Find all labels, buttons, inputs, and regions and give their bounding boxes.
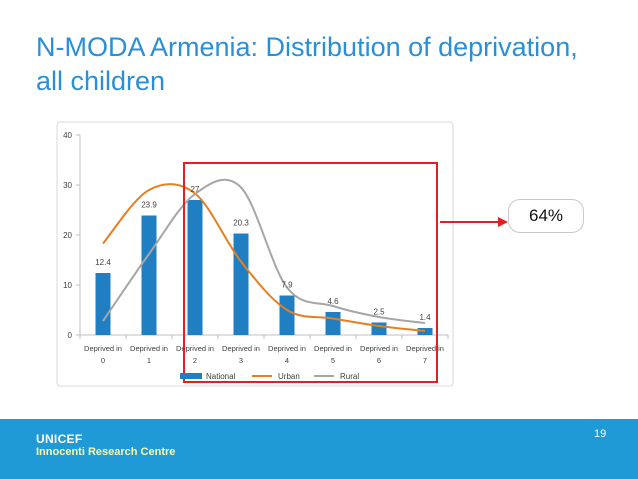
legend: National Urban Rural [180, 372, 359, 381]
data-label: 20.3 [233, 219, 249, 228]
x-tick-label: Deprived in [222, 344, 260, 353]
bar-national [141, 215, 157, 335]
bar-national [279, 295, 295, 335]
bar-national [325, 312, 341, 335]
y-tick-label: 40 [63, 131, 72, 140]
y-tick-label: 10 [63, 281, 72, 290]
bar-national [187, 200, 203, 335]
bar-national [95, 273, 111, 335]
data-label: 2.5 [373, 308, 385, 317]
bar-national [233, 233, 249, 335]
data-label: 7.9 [281, 281, 293, 290]
y-tick-label: 20 [63, 231, 72, 240]
x-tick-label: Deprived in [360, 344, 398, 353]
bar-national [417, 328, 433, 335]
legend-label: National [206, 372, 236, 381]
y-tick-label: 0 [68, 331, 73, 340]
x-tick-label-number: 3 [239, 356, 243, 365]
x-tick-label-number: 1 [147, 356, 151, 365]
data-label: 23.9 [141, 201, 157, 210]
line-rural [102, 178, 426, 324]
percentage-callout: 64% [508, 199, 584, 233]
data-labels: 12.4 23.9 27 20.3 7.9 4.6 2.5 1.4 [95, 185, 431, 322]
x-tick-label: Deprived in [314, 344, 352, 353]
data-label: 4.6 [327, 297, 339, 306]
data-label: 27 [191, 185, 200, 194]
arrow-head-icon [498, 217, 508, 227]
x-tick-label: Deprived in [268, 344, 306, 353]
brand-name: UNICEF [36, 432, 83, 446]
page-number: 19 [594, 428, 607, 440]
footer-bar [0, 419, 638, 479]
highlight-box [183, 162, 438, 383]
bar-series [95, 200, 433, 335]
slide-title: N-MODA Armenia: Distribution of deprivat… [36, 32, 578, 96]
x-tick-label-number: 5 [331, 356, 335, 365]
x-tick-label-number: 0 [101, 356, 105, 365]
x-axis-labels: Deprived in 0 Deprived in 1 Deprived in 2 Depr… [84, 344, 444, 365]
data-label: 12.4 [95, 258, 111, 267]
x-tick-label-number: 6 [377, 356, 381, 365]
x-tick-label: Deprived in [130, 344, 168, 353]
x-tick-label-number: 2 [193, 356, 197, 365]
line-series [102, 178, 426, 332]
legend-label: Rural [340, 372, 359, 381]
data-label: 1.4 [419, 313, 431, 322]
x-tick-label: Deprived in [176, 344, 214, 353]
y-tick-label: 30 [63, 181, 72, 190]
x-tick-label-number: 7 [423, 356, 427, 365]
legend-swatch-national [180, 373, 202, 379]
legend-label: Urban [278, 372, 300, 381]
y-axis: 0 10 20 30 40 [63, 131, 449, 340]
x-tick-label: Deprived in [84, 344, 122, 353]
line-urban [102, 183, 426, 332]
brand-subtitle: Innocenti Research Centre [36, 446, 176, 458]
x-tick-label: Deprived in [406, 344, 444, 353]
x-tick-label-number: 4 [285, 356, 289, 365]
